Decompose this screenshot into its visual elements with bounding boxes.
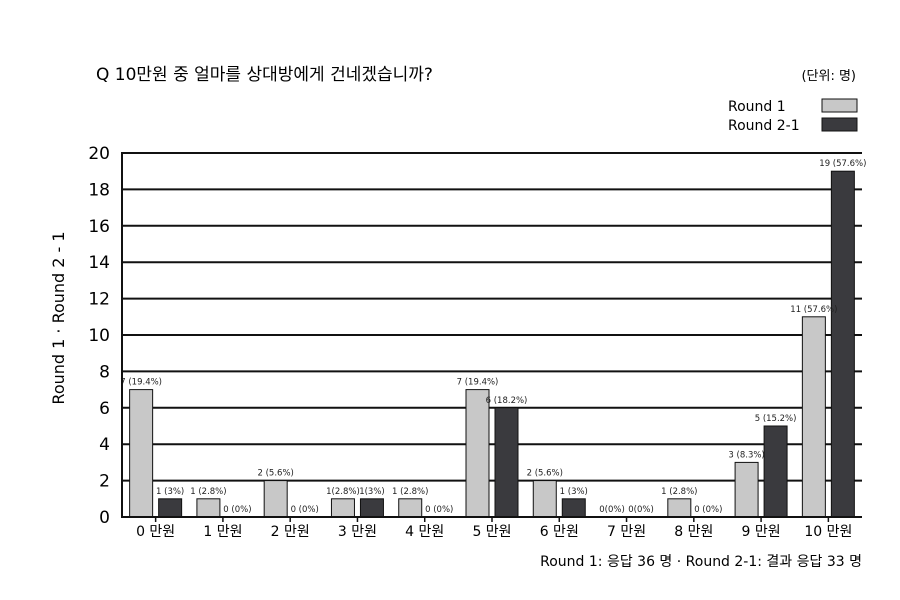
bar-round1	[734, 461, 759, 518]
x-tick-label: 0 만원	[136, 524, 175, 540]
data-label: 1 (2.8%)	[392, 487, 428, 497]
chart-title: Q 10만원 중 얼마를 상대방에게 건네겠습니까?	[96, 65, 433, 85]
x-tick-label: 8 만원	[674, 524, 713, 540]
legend-label-round2-1: Round 2-1	[728, 118, 800, 134]
data-label: 1 (3%)	[560, 487, 588, 497]
data-label: 7 (19.4%)	[457, 378, 499, 388]
y-tick-label: 20	[88, 144, 110, 164]
x-tick-label: 9 만원	[742, 524, 781, 540]
x-tick-label: 4 만원	[405, 524, 444, 540]
x-ticks: 0 만원 1 만원 2 만원 3 만원 4 만원 5 만원 6 만원 7 만원 8 만원 9 만원…	[136, 517, 852, 540]
data-label: 0 (0%)	[425, 505, 453, 515]
data-label: 0 (0%)	[694, 505, 722, 515]
bar-round2-1	[763, 425, 788, 518]
data-label: 1(3%)	[359, 487, 385, 497]
bar-round2-1	[561, 498, 586, 518]
y-axis-label: Round 1 · Round 2 - 1	[49, 231, 68, 404]
legend-swatch-round1	[821, 98, 858, 113]
x-tick-label: 6 만원	[540, 524, 579, 540]
bar-round2-1	[158, 498, 183, 518]
bar-round1	[330, 498, 355, 518]
x-tick-label: 2 만원	[271, 524, 310, 540]
data-label: 11 (57.6%)	[790, 305, 837, 315]
data-label: 3 (8.3%)	[728, 450, 764, 460]
y-tick-label: 10	[88, 326, 110, 346]
bars	[129, 170, 855, 518]
data-label: 19 (57.6%)	[819, 159, 866, 169]
data-label: 7 (19.4%)	[120, 378, 162, 388]
data-label: 0 (0%)	[291, 505, 319, 515]
x-tick-label: 1 만원	[203, 524, 242, 540]
footnote: Round 1: 응답 36 명 · Round 2-1: 결과 응답 33 명	[540, 554, 862, 570]
x-tick-label: 10 만원	[804, 524, 852, 540]
bar-round2-1	[830, 170, 855, 518]
bar-round1	[801, 316, 826, 518]
data-label: 6 (18.2%)	[486, 396, 528, 406]
legend-swatch-round2-1	[821, 117, 858, 132]
gridlines	[122, 152, 862, 482]
bar-round2-1	[359, 498, 384, 518]
data-label: 0(0%)	[599, 505, 625, 515]
y-tick-label: 18	[88, 180, 110, 200]
data-label: 2 (5.6%)	[258, 469, 294, 479]
data-label: 1 (2.8%)	[661, 487, 697, 497]
unit-label: (단위: 명)	[801, 69, 856, 84]
bar-round1	[398, 498, 423, 518]
y-tick-label: 4	[99, 435, 110, 455]
data-label: 2 (5.6%)	[527, 469, 563, 479]
y-tick-label: 14	[88, 253, 110, 273]
data-label: 1 (2.8%)	[190, 487, 226, 497]
y-tick-label: 8	[99, 362, 110, 382]
data-labels: 7 (19.4%) 1 (3%) 1 (2.8%) 0 (0%) 2 (5.6%) 0 (…	[120, 159, 866, 515]
bar-round1	[263, 480, 288, 518]
y-ticks: 0 2 4 6 8 10 12 14 16 18 20	[88, 144, 110, 528]
bar-round1	[196, 498, 221, 518]
bar-round1	[532, 480, 557, 518]
data-label: 5 (15.2%)	[755, 414, 797, 424]
bar-round2-1	[494, 407, 519, 518]
legend: Round 1 Round 2-1	[728, 98, 858, 134]
y-tick-label: 6	[99, 399, 110, 419]
data-label: 0 (0%)	[223, 505, 251, 515]
legend-label-round1: Round 1	[728, 99, 786, 115]
bar-round1	[129, 389, 154, 518]
bar-round1	[667, 498, 692, 518]
data-label: 1 (3%)	[156, 487, 184, 497]
y-tick-label: 0	[99, 508, 110, 528]
y-tick-label: 2	[99, 472, 110, 492]
x-tick-label: 7 만원	[607, 524, 646, 540]
x-tick-label: 3 만원	[338, 524, 377, 540]
bar-round1	[465, 389, 490, 518]
y-tick-label: 12	[88, 290, 110, 310]
y-tick-label: 16	[88, 217, 110, 237]
x-tick-label: 5 만원	[472, 524, 511, 540]
data-label: 1(2.8%)	[326, 487, 360, 497]
data-label: 0(0%)	[628, 505, 654, 515]
